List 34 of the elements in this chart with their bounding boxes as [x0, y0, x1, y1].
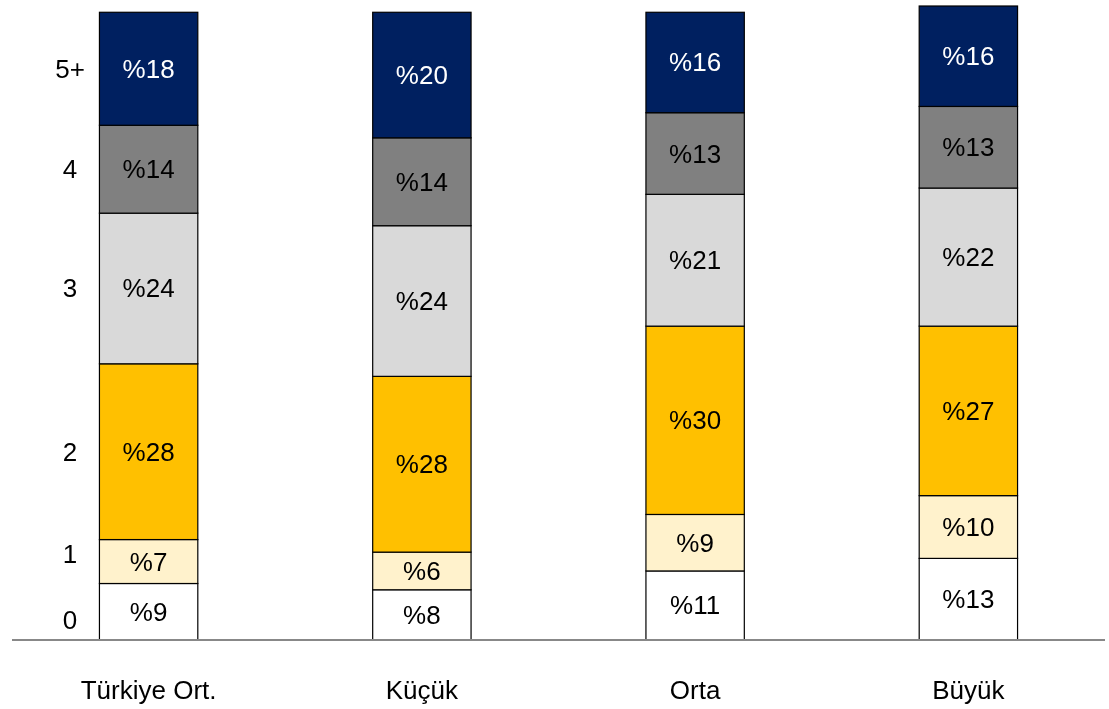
data-label: %14: [122, 154, 175, 185]
data-label: %16: [942, 41, 995, 72]
x-tick-label: Küçük: [385, 675, 459, 705]
series-label: 3: [62, 273, 78, 304]
data-label: %22: [942, 242, 995, 273]
series-label: 4: [62, 154, 78, 185]
data-label: %18: [122, 53, 175, 84]
data-label: %11: [670, 590, 721, 621]
data-label: %8: [403, 599, 441, 630]
data-label: %7: [129, 546, 168, 577]
data-label: %13: [942, 584, 995, 615]
series-label: 0: [62, 604, 78, 635]
data-label: %20: [395, 60, 448, 91]
x-tick-label: Büyük: [932, 675, 1006, 705]
series-label: 5+: [55, 53, 85, 84]
data-label: %13: [942, 132, 995, 163]
x-tick-label: Türkiye Ort.: [80, 675, 217, 705]
data-label: %24: [122, 273, 175, 304]
data-label: %24: [395, 286, 448, 317]
data-label: %14: [395, 166, 448, 197]
series-label: 1: [62, 538, 78, 569]
data-label: %30: [669, 405, 722, 436]
data-label: %6: [403, 555, 441, 586]
data-label: %16: [669, 47, 722, 78]
data-label: %28: [122, 436, 175, 467]
data-label: %21: [669, 245, 722, 276]
data-label: %28: [395, 449, 448, 480]
data-label: %9: [129, 596, 168, 627]
data-label: %27: [942, 395, 995, 426]
data-label: %10: [942, 512, 995, 543]
x-tick-label: Orta: [669, 675, 721, 705]
data-label: %13: [669, 138, 722, 169]
series-label: 2: [62, 436, 78, 467]
data-label: %9: [676, 527, 714, 558]
